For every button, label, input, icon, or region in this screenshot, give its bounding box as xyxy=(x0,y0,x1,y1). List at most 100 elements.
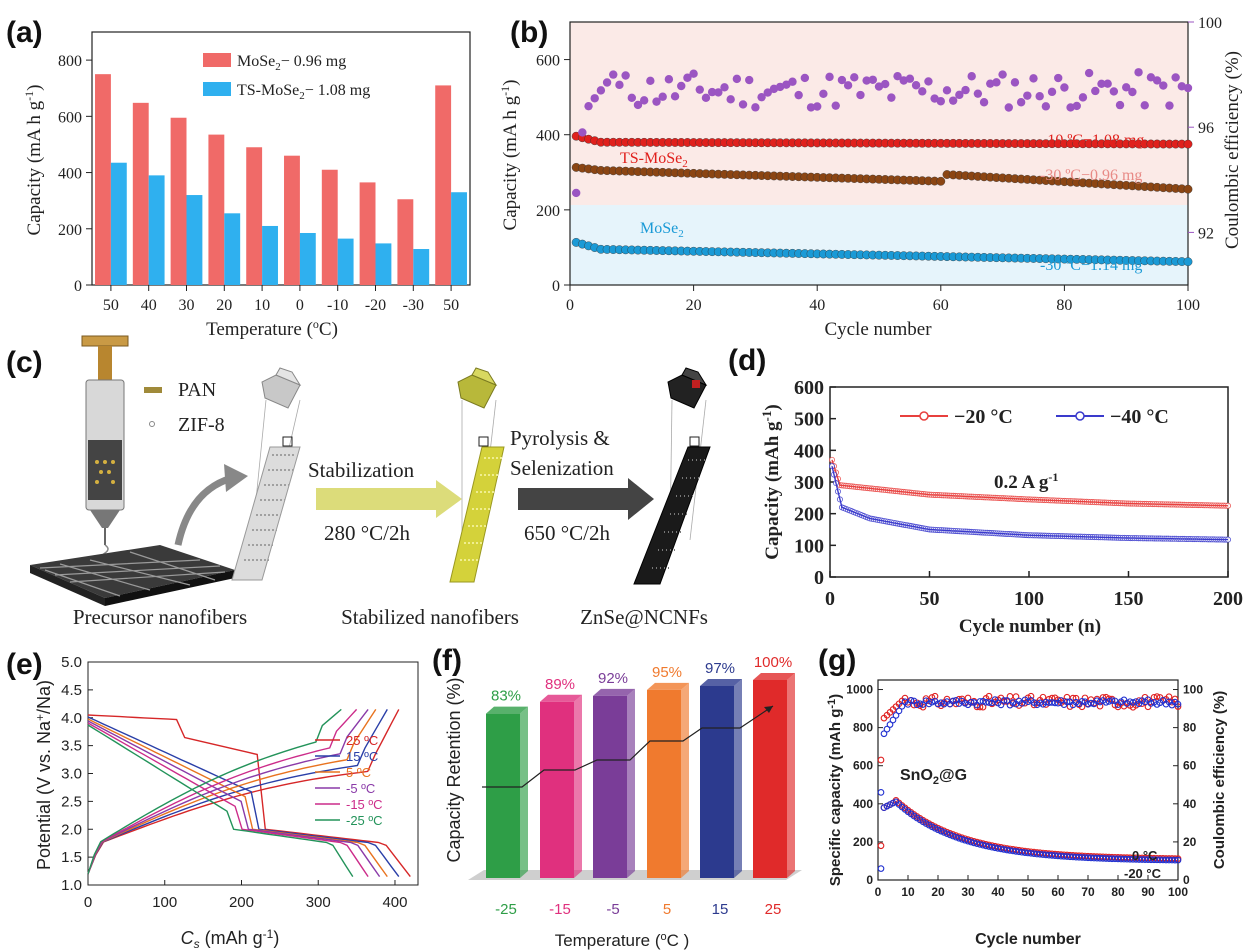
panel-b: (b) 0 20 40 60 80 100 0 200 400 600 92 96 100 Cycle … xyxy=(498,15,1243,340)
ce-point xyxy=(664,75,674,84)
ce-point xyxy=(701,93,711,103)
y2-tick-label: 92 xyxy=(1198,225,1214,242)
y-tick-label: 600 xyxy=(536,53,560,70)
x-tick-label: -10 xyxy=(327,297,348,314)
ce-point xyxy=(911,81,921,90)
ce-point xyxy=(1003,697,1011,704)
trend-line xyxy=(482,705,774,788)
ce-point xyxy=(1109,87,1119,96)
ce-point xyxy=(1054,73,1063,83)
ce-point xyxy=(880,79,890,89)
x-tick-label: -30 xyxy=(403,297,424,314)
ce-point xyxy=(800,73,810,83)
capacity-point xyxy=(970,839,978,847)
y-tick-label: 400 xyxy=(794,440,824,462)
bar-front xyxy=(753,680,787,878)
series-1 xyxy=(571,163,1193,194)
x-tick-label: 100 xyxy=(1176,297,1200,314)
pyrolysis-arrow-head xyxy=(628,478,654,520)
x-tick-label: 30 xyxy=(961,885,975,899)
ce-point xyxy=(928,698,936,706)
value-label: 89% xyxy=(545,676,575,693)
y-tick-label: 2.0 xyxy=(61,821,82,838)
ce-point xyxy=(916,700,924,708)
ce-point xyxy=(1072,101,1081,111)
x-tick-label: 40 xyxy=(141,297,157,314)
ce-point xyxy=(683,73,692,82)
panel-b-label-ts: TS-MoSe2 xyxy=(620,150,688,170)
ce-point xyxy=(985,699,993,706)
ce-point xyxy=(979,697,987,705)
ce-point xyxy=(1174,700,1182,708)
panel-d-axes: 0 50 100 150 200 0 100 200 300 400 500 600 xyxy=(794,377,1243,610)
ce-point xyxy=(837,75,847,85)
ce-point xyxy=(788,77,797,86)
capacity-point xyxy=(949,832,957,840)
charge-curve xyxy=(87,708,369,875)
ce-point xyxy=(825,72,834,82)
ce-point xyxy=(627,93,636,103)
series-ce xyxy=(571,68,1193,198)
ce-point xyxy=(985,692,993,700)
ce-point xyxy=(979,98,989,107)
ce-point xyxy=(615,80,624,90)
y-tick-label: 0 xyxy=(552,278,560,295)
y-tick-label: 100 xyxy=(794,535,824,557)
panel-e-series xyxy=(87,708,411,878)
y-tick-label: 400 xyxy=(58,166,82,183)
value-label: 83% xyxy=(491,688,521,705)
panel-f-bars: 83% -25 89% -15 92% -5 95% 5 97% 15 100% 25 xyxy=(482,654,795,918)
ce-point xyxy=(1146,73,1156,82)
y-tick-label: 0 xyxy=(74,278,82,295)
panel-b-label-30c-114: -30 ºC−1.14 mg xyxy=(1040,257,1142,274)
bar-ts-mose2 xyxy=(186,195,203,285)
y-tick-label: 1.0 xyxy=(61,877,82,894)
x-tick-label: -20 xyxy=(365,297,386,314)
ce-point xyxy=(596,86,606,95)
bar-ts-mose2 xyxy=(110,162,127,285)
capacity-point xyxy=(982,842,990,850)
x-tick-label: 15 xyxy=(712,901,729,918)
ce-point xyxy=(1108,697,1116,704)
y-tick-label: 800 xyxy=(58,53,82,70)
ce-point xyxy=(1153,693,1161,700)
ce-point xyxy=(1087,699,1095,707)
x-tick-label: 40 xyxy=(991,885,1005,899)
ce-point xyxy=(621,71,630,80)
ce-point xyxy=(883,725,891,733)
x-tick-label: 0 xyxy=(296,297,304,314)
panel-c-letter: (c) xyxy=(6,346,43,379)
ce-point xyxy=(1091,86,1100,96)
bar-mose2 xyxy=(284,155,300,285)
capacity-point xyxy=(958,835,966,843)
panel-f: (f) 83% -25 89% -15 92% -5 95% 5 97% 15 100% 25 Tem… xyxy=(432,644,802,950)
series-0 xyxy=(571,131,1193,149)
panel-g-letter: (g) xyxy=(818,644,856,677)
panel-b-label-30c-096: -30 ºC−0.96 mg xyxy=(1040,167,1142,184)
capacity-point xyxy=(961,836,969,844)
panel-a-letter: (a) xyxy=(6,16,43,49)
capacity-point xyxy=(1171,856,1179,864)
value-label: 97% xyxy=(705,660,735,677)
ce-point xyxy=(707,87,717,97)
panel-b-bg-bottom xyxy=(570,205,1188,285)
ce-point xyxy=(602,78,612,87)
x-tick-label: 20 xyxy=(686,297,702,314)
pan-legend-swatch xyxy=(144,387,162,393)
bar-ts-mose2 xyxy=(413,249,430,285)
x-tick-label: 20 xyxy=(216,297,232,314)
ce-point xyxy=(726,95,735,104)
x-tick-label: 10 xyxy=(254,297,270,314)
panel-b-label-10c: -10 ºC−1.08 mg xyxy=(1042,132,1144,149)
bar-mose2 xyxy=(246,147,263,285)
capacity-point xyxy=(955,834,963,842)
bar-side xyxy=(787,673,795,878)
panel-a-x-axis: 50 40 30 20 10 0 -10 -20 -30 50 xyxy=(103,285,459,314)
panel-g-material-label: SnO2@G xyxy=(900,767,967,787)
ce-point xyxy=(1140,101,1149,110)
bar-side xyxy=(734,678,742,878)
capacity-point xyxy=(943,830,951,838)
pyrolysis-label-2: Selenization xyxy=(510,456,614,480)
panel-g-axes: 0 10 20 30 40 50 60 70 80 90 100020040060080010000… xyxy=(846,683,1203,899)
